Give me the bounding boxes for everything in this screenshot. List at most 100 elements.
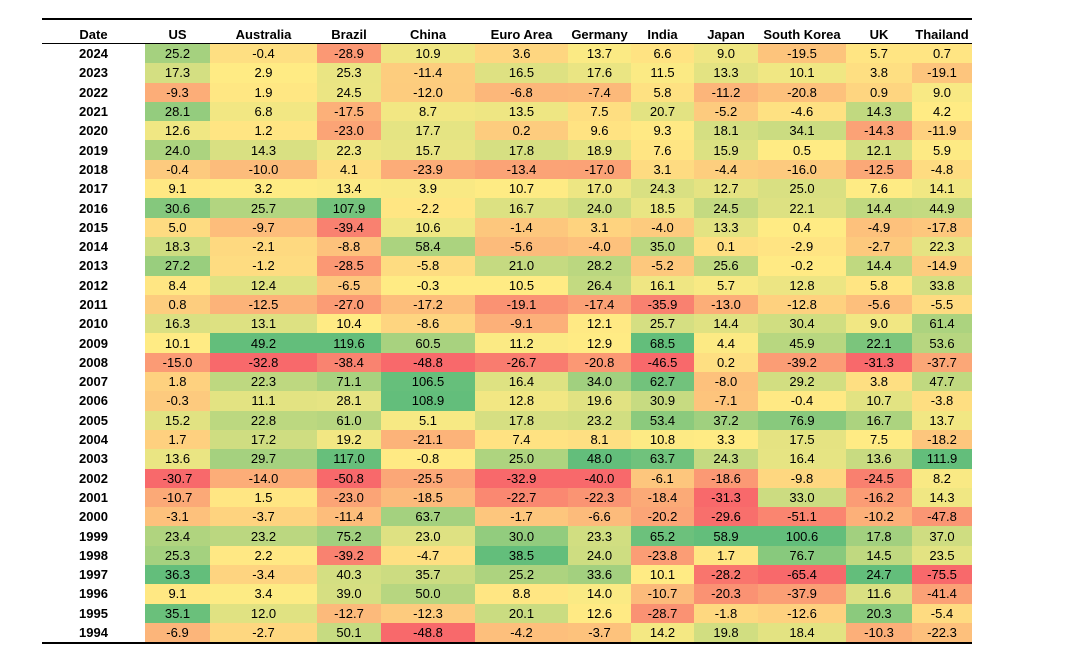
value-cell-thailand: -22.3 bbox=[912, 622, 972, 645]
value-cell-australia: 1.9 bbox=[210, 82, 317, 102]
value-cell-thailand: -5.5 bbox=[912, 294, 972, 315]
table-row: 1997 36.3 -3.4 40.3 35.7 25.2 33.6 10.1 -28.2 -65… bbox=[42, 565, 972, 585]
date-cell: 2000 bbox=[42, 507, 145, 527]
value-cell-germany: 23.2 bbox=[568, 410, 631, 430]
value-cell-us: -9.3 bbox=[145, 82, 210, 102]
value-cell-china: -21.1 bbox=[381, 429, 475, 450]
date-cell: 1999 bbox=[42, 526, 145, 546]
value-cell-south-korea: -20.8 bbox=[758, 82, 846, 102]
value-cell-euro-area: 11.2 bbox=[475, 333, 568, 353]
value-cell-brazil: 40.3 bbox=[317, 565, 381, 585]
value-cell-china: -48.8 bbox=[381, 622, 475, 645]
value-cell-australia: 6.8 bbox=[210, 101, 317, 122]
value-cell-us: 1.8 bbox=[145, 372, 210, 392]
value-cell-brazil: -39.2 bbox=[317, 545, 381, 566]
date-cell: 2011 bbox=[42, 294, 145, 315]
value-cell-us: 24.0 bbox=[145, 140, 210, 160]
value-cell-japan: -4.4 bbox=[694, 159, 758, 180]
table-body: 2024 25.2 -0.4 -28.9 10.9 3.6 13.7 6.6 9.0 -19.5 5… bbox=[42, 43, 972, 645]
value-cell-uk: 14.4 bbox=[846, 256, 912, 276]
value-cell-brazil: 119.6 bbox=[317, 333, 381, 353]
value-cell-india: 35.0 bbox=[631, 236, 694, 257]
value-cell-india: 68.5 bbox=[631, 333, 694, 353]
table-row: 2009 10.1 49.2 119.6 60.5 11.2 12.9 68.5 4.4 45.9… bbox=[42, 333, 972, 353]
value-cell-china: -0.3 bbox=[381, 275, 475, 295]
column-header-germany: Germany bbox=[568, 18, 631, 44]
value-cell-germany: 8.1 bbox=[568, 429, 631, 450]
table-row: 1994 -6.9 -2.7 50.1 -48.8 -4.2 -3.7 14.2 19.8 18.… bbox=[42, 622, 972, 645]
date-cell: 2022 bbox=[42, 82, 145, 102]
value-cell-uk: -2.7 bbox=[846, 236, 912, 257]
value-cell-us: 17.3 bbox=[145, 63, 210, 83]
value-cell-euro-area: 30.0 bbox=[475, 526, 568, 546]
value-cell-china: -17.2 bbox=[381, 294, 475, 315]
value-cell-euro-area: -22.7 bbox=[475, 487, 568, 508]
value-cell-india: 6.6 bbox=[631, 43, 694, 64]
value-cell-brazil: 22.3 bbox=[317, 140, 381, 160]
table-row: 2018 -0.4 -10.0 4.1 -23.9 -13.4 -17.0 3.1 -4.4 -1… bbox=[42, 159, 972, 180]
value-cell-japan: 18.1 bbox=[694, 121, 758, 141]
value-cell-euro-area: 7.4 bbox=[475, 429, 568, 450]
value-cell-india: 20.7 bbox=[631, 101, 694, 122]
value-cell-brazil: -17.5 bbox=[317, 101, 381, 122]
table-header: Date US Australia Brazil China Euro Area Germa… bbox=[42, 18, 972, 44]
value-cell-thailand: 4.2 bbox=[912, 101, 972, 122]
value-cell-brazil: -12.7 bbox=[317, 603, 381, 623]
value-cell-us: 0.8 bbox=[145, 294, 210, 315]
value-cell-japan: 24.5 bbox=[694, 198, 758, 218]
date-cell: 2012 bbox=[42, 275, 145, 295]
value-cell-japan: -20.3 bbox=[694, 584, 758, 604]
value-cell-japan: 25.6 bbox=[694, 256, 758, 276]
value-cell-thailand: 14.1 bbox=[912, 179, 972, 199]
value-cell-india: -20.2 bbox=[631, 507, 694, 527]
column-header-brazil: Brazil bbox=[317, 18, 381, 44]
value-cell-thailand: 22.3 bbox=[912, 236, 972, 257]
value-cell-japan: -7.1 bbox=[694, 391, 758, 411]
value-cell-china: 23.0 bbox=[381, 526, 475, 546]
value-cell-japan: 58.9 bbox=[694, 526, 758, 546]
value-cell-australia: 1.5 bbox=[210, 487, 317, 508]
value-cell-uk: -10.3 bbox=[846, 622, 912, 645]
column-header-india: India bbox=[631, 18, 694, 44]
value-cell-us: 25.2 bbox=[145, 43, 210, 64]
value-cell-south-korea: 18.4 bbox=[758, 622, 846, 645]
value-cell-euro-area: -4.2 bbox=[475, 622, 568, 645]
table-row: 2006 -0.3 11.1 28.1 108.9 12.8 19.6 30.9 -7.1 -0.… bbox=[42, 391, 972, 411]
value-cell-uk: -5.6 bbox=[846, 294, 912, 315]
value-cell-germany: 12.6 bbox=[568, 603, 631, 623]
value-cell-brazil: 13.4 bbox=[317, 179, 381, 199]
value-cell-euro-area: 25.0 bbox=[475, 449, 568, 469]
value-cell-india: 53.4 bbox=[631, 410, 694, 430]
value-cell-china: 35.7 bbox=[381, 565, 475, 585]
value-cell-australia: 12.4 bbox=[210, 275, 317, 295]
value-cell-brazil: -39.4 bbox=[317, 217, 381, 237]
value-cell-south-korea: -16.0 bbox=[758, 159, 846, 180]
value-cell-uk: -4.9 bbox=[846, 217, 912, 237]
column-header-uk: UK bbox=[846, 18, 912, 44]
value-cell-australia: 2.9 bbox=[210, 63, 317, 83]
date-cell: 2005 bbox=[42, 410, 145, 430]
value-cell-euro-area: 17.8 bbox=[475, 140, 568, 160]
date-cell: 2013 bbox=[42, 256, 145, 276]
value-cell-uk: 9.0 bbox=[846, 314, 912, 334]
value-cell-germany: 33.6 bbox=[568, 565, 631, 585]
value-cell-uk: 16.7 bbox=[846, 410, 912, 430]
table-row: 1998 25.3 2.2 -39.2 -4.7 38.5 24.0 -23.8 1.7 76.7… bbox=[42, 545, 972, 566]
value-cell-india: 7.6 bbox=[631, 140, 694, 160]
value-cell-germany: 28.2 bbox=[568, 256, 631, 276]
table-row: 2013 27.2 -1.2 -28.5 -5.8 21.0 28.2 -5.2 25.6 -0.… bbox=[42, 256, 972, 276]
value-cell-uk: 24.7 bbox=[846, 565, 912, 585]
table-row: 2014 18.3 -2.1 -8.8 58.4 -5.6 -4.0 35.0 0.1 -2.9-… bbox=[42, 236, 972, 257]
table-row: 2010 16.3 13.1 10.4 -8.6 -9.1 12.1 25.7 14.4 30.4… bbox=[42, 314, 972, 334]
date-cell: 2017 bbox=[42, 179, 145, 199]
table-row: 2011 0.8 -12.5 -27.0 -17.2 -19.1 -17.4 -35.9 -13… bbox=[42, 294, 972, 315]
value-cell-australia: 1.2 bbox=[210, 121, 317, 141]
value-cell-germany: -20.8 bbox=[568, 352, 631, 373]
value-cell-us: -15.0 bbox=[145, 352, 210, 373]
value-cell-india: -35.9 bbox=[631, 294, 694, 315]
value-cell-india: 5.8 bbox=[631, 82, 694, 102]
date-cell: 2009 bbox=[42, 333, 145, 353]
value-cell-south-korea: 12.8 bbox=[758, 275, 846, 295]
table-row: 2021 28.1 6.8 -17.5 8.7 13.5 7.5 20.7 -5.2 -4.6 14… bbox=[42, 101, 972, 122]
value-cell-india: 24.3 bbox=[631, 179, 694, 199]
